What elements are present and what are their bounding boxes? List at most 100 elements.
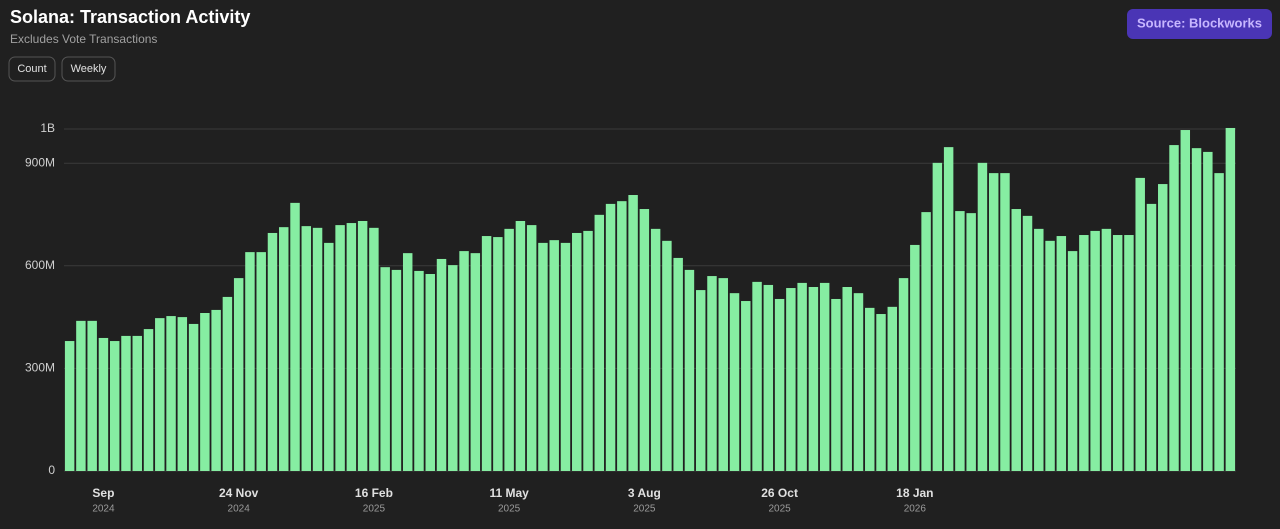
bar xyxy=(1214,173,1224,472)
bar xyxy=(515,220,526,471)
bar xyxy=(402,253,413,471)
control-label[interactable]: Count xyxy=(17,63,46,75)
bar xyxy=(549,240,559,471)
x-tick-year: 2024 xyxy=(228,504,251,515)
bar xyxy=(1079,235,1089,471)
bar xyxy=(211,309,221,471)
bar xyxy=(695,290,706,471)
bar xyxy=(572,232,582,471)
bar xyxy=(977,162,988,471)
bar xyxy=(166,316,176,471)
bar xyxy=(1180,130,1191,471)
control-button[interactable] xyxy=(61,56,116,82)
bar xyxy=(1022,215,1033,471)
bar xyxy=(673,257,683,471)
bar xyxy=(639,209,650,471)
bar xyxy=(1112,235,1123,471)
x-tick-label: 26 Oct xyxy=(761,486,798,500)
bar xyxy=(256,252,266,471)
bar xyxy=(594,214,605,472)
bar xyxy=(752,281,762,471)
bar xyxy=(369,227,379,471)
bar xyxy=(910,244,920,471)
source-label[interactable]: Source: Blockworks xyxy=(1137,15,1262,30)
bar xyxy=(1034,228,1044,471)
bar xyxy=(109,341,120,471)
bar xyxy=(357,220,368,471)
bar xyxy=(222,296,233,471)
bar xyxy=(707,276,717,471)
bar xyxy=(797,282,807,471)
bar xyxy=(1124,235,1134,471)
bar xyxy=(865,307,875,471)
bar xyxy=(324,242,334,471)
bar xyxy=(662,240,672,471)
bar xyxy=(842,287,852,471)
bar xyxy=(1000,173,1010,472)
bar xyxy=(966,213,976,471)
bar xyxy=(267,232,278,471)
bar xyxy=(481,236,492,471)
bar xyxy=(729,293,740,471)
bar xyxy=(684,269,695,471)
bar xyxy=(436,258,447,471)
bar xyxy=(1011,209,1021,471)
bar xyxy=(831,298,841,471)
bar xyxy=(233,278,244,471)
bar xyxy=(143,329,154,471)
chart-subtitle: Excludes Vote Transactions xyxy=(10,32,157,46)
x-tick-year: 2025 xyxy=(633,504,656,515)
bar xyxy=(808,287,819,471)
bar xyxy=(538,242,548,471)
bar xyxy=(1158,184,1168,471)
x-tick-label: 11 May xyxy=(489,486,529,500)
bar xyxy=(932,162,943,471)
bar xyxy=(1225,127,1236,471)
bar xyxy=(1090,230,1100,471)
bar xyxy=(1146,203,1157,471)
x-tick-year: 2025 xyxy=(363,504,386,515)
bar xyxy=(955,211,965,471)
y-tick-label: 600M xyxy=(25,258,55,272)
bar xyxy=(346,223,357,471)
bar xyxy=(87,320,97,471)
control-label[interactable]: Weekly xyxy=(71,63,107,75)
bar xyxy=(132,335,142,471)
bar xyxy=(391,269,402,471)
bar xyxy=(774,298,785,471)
bar xyxy=(470,253,481,471)
x-tick-label: 24 Nov xyxy=(219,486,259,500)
x-tick-label: 3 Aug xyxy=(628,486,661,500)
y-tick-label: 1B xyxy=(40,121,55,135)
chart-title: Solana: Transaction Activity xyxy=(10,7,250,27)
bar xyxy=(188,323,199,471)
bar xyxy=(1135,177,1145,471)
source-badge[interactable] xyxy=(1127,9,1272,39)
y-tick-label: 0 xyxy=(48,463,55,477)
y-tick-label: 900M xyxy=(25,155,55,169)
bar xyxy=(943,147,954,471)
bar xyxy=(459,251,469,471)
x-tick-label: 18 Jan xyxy=(896,486,933,500)
control-button[interactable] xyxy=(8,56,56,82)
bar xyxy=(1045,240,1055,471)
bar xyxy=(718,278,728,471)
x-tick-label: Sep xyxy=(92,486,114,500)
bar xyxy=(1169,145,1179,471)
bar xyxy=(1203,151,1213,471)
bar xyxy=(1191,148,1202,472)
x-tick-year: 2026 xyxy=(904,504,927,515)
bar xyxy=(560,242,571,471)
bar xyxy=(425,274,435,471)
bar xyxy=(64,341,75,471)
bar xyxy=(448,265,458,471)
x-tick-year: 2025 xyxy=(768,504,791,515)
bar xyxy=(245,252,255,471)
bar xyxy=(819,282,830,471)
bar xyxy=(279,227,289,471)
bar xyxy=(155,318,165,471)
bar xyxy=(335,225,345,471)
bar xyxy=(200,312,210,471)
